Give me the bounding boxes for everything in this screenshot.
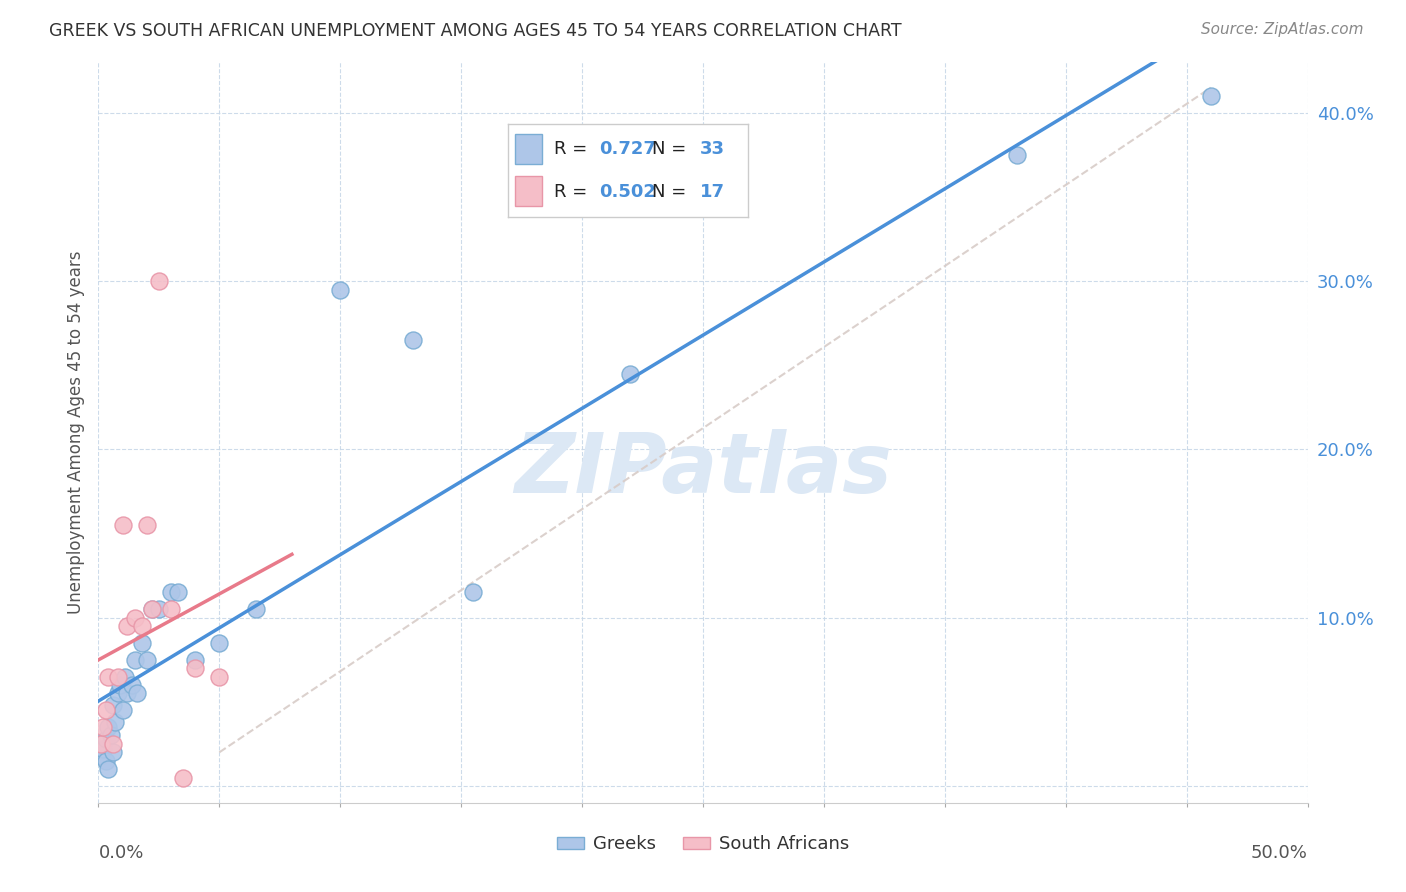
Point: [91, 742, 114, 756]
Text: 33: 33: [700, 140, 725, 158]
Text: R =: R =: [554, 183, 593, 201]
Point: [111, 703, 134, 717]
Point: [91, 720, 114, 734]
Point: [97, 670, 120, 684]
Text: 50.0%: 50.0%: [1251, 844, 1308, 862]
Point: [208, 670, 231, 684]
Point: [329, 283, 352, 297]
Point: [141, 602, 163, 616]
Text: 0.502: 0.502: [599, 183, 657, 201]
Text: GREEK VS SOUTH AFRICAN UNEMPLOYMENT AMONG AGES 45 TO 54 YEARS CORRELATION CHART: GREEK VS SOUTH AFRICAN UNEMPLOYMENT AMON…: [49, 22, 901, 40]
Point: [101, 737, 124, 751]
Point: [135, 518, 157, 533]
Point: [90, 748, 112, 763]
Point: [100, 729, 122, 743]
Point: [94, 731, 117, 746]
Point: [114, 670, 136, 684]
Point: [101, 745, 124, 759]
Text: ZIPatlas: ZIPatlas: [515, 429, 891, 510]
Point: [117, 686, 139, 700]
Point: [135, 653, 157, 667]
Point: [172, 771, 194, 785]
Text: 0.727: 0.727: [599, 140, 657, 158]
Point: [94, 703, 117, 717]
Point: [97, 720, 120, 734]
Point: [121, 678, 143, 692]
Text: N =: N =: [652, 140, 692, 158]
Point: [463, 585, 485, 599]
Point: [160, 602, 183, 616]
Point: [148, 274, 170, 288]
Point: [101, 698, 124, 713]
FancyBboxPatch shape: [515, 176, 541, 206]
Point: [141, 602, 163, 616]
Text: Source: ZipAtlas.com: Source: ZipAtlas.com: [1201, 22, 1364, 37]
Point: [1199, 89, 1222, 103]
Point: [184, 661, 207, 675]
Point: [131, 619, 153, 633]
Point: [619, 367, 641, 381]
Point: [111, 518, 134, 533]
Point: [167, 585, 190, 599]
Point: [160, 585, 183, 599]
Text: R =: R =: [554, 140, 593, 158]
Text: 0.0%: 0.0%: [98, 844, 143, 862]
Point: [148, 602, 170, 616]
Point: [104, 714, 127, 729]
Text: 17: 17: [700, 183, 725, 201]
Point: [108, 678, 131, 692]
Point: [124, 653, 146, 667]
Point: [127, 686, 149, 700]
Point: [208, 636, 231, 650]
Point: [131, 636, 153, 650]
Y-axis label: Unemployment Among Ages 45 to 54 years: Unemployment Among Ages 45 to 54 years: [66, 251, 84, 615]
Point: [245, 602, 267, 616]
Point: [90, 737, 112, 751]
Point: [117, 619, 139, 633]
Point: [124, 610, 146, 624]
Point: [402, 333, 425, 347]
Point: [94, 754, 117, 768]
Legend: Greeks, South Africans: Greeks, South Africans: [550, 828, 856, 861]
FancyBboxPatch shape: [515, 135, 541, 164]
Text: N =: N =: [652, 183, 692, 201]
Point: [107, 686, 129, 700]
Point: [1007, 148, 1029, 162]
Point: [107, 670, 129, 684]
Point: [97, 762, 120, 776]
Point: [184, 653, 207, 667]
